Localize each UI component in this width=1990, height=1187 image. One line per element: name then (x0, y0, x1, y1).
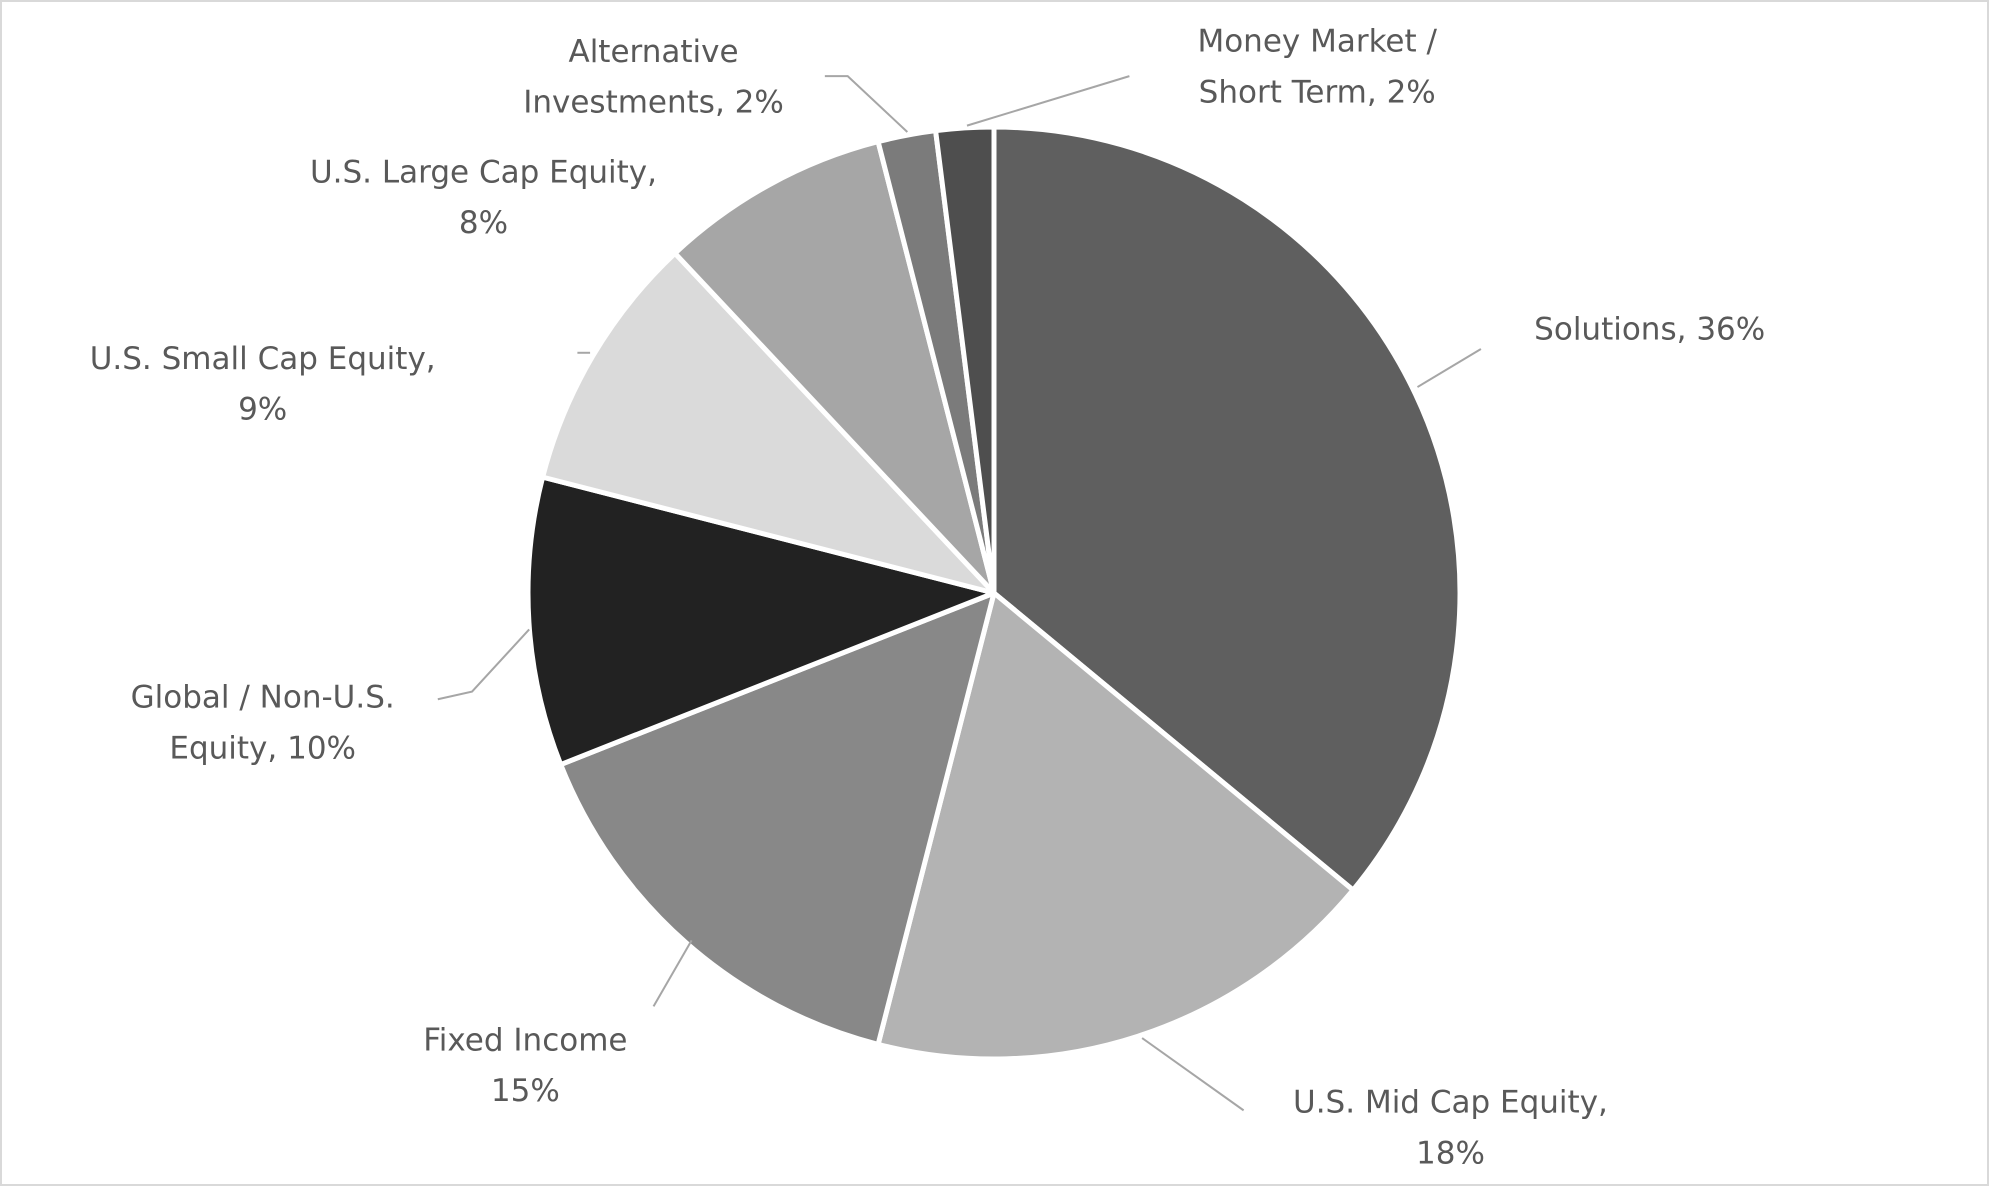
leader-line (652, 939, 693, 1007)
data-label: U.S. Mid Cap Equity, (1293, 1085, 1608, 1121)
pie-slice (558, 590, 997, 1047)
data-label: 15% (491, 1073, 560, 1109)
pie-slice (875, 590, 1356, 1062)
data-label: Short Term, 2% (1199, 74, 1436, 110)
data-label: 9% (238, 392, 287, 428)
leader-line (1416, 348, 1482, 388)
pie-slice (933, 124, 997, 596)
data-label: Solutions, 36% (1534, 312, 1765, 348)
data-label: Alternative (568, 34, 738, 70)
leader-line (966, 75, 1130, 127)
data-label: 8% (459, 205, 508, 241)
data-label: Global / Non-U.S. (131, 680, 395, 716)
data-label: 18% (1416, 1135, 1485, 1171)
data-label: Investments, 2% (523, 85, 784, 121)
leader-line (1141, 1037, 1245, 1112)
pie-slice (525, 474, 997, 768)
data-label: Fixed Income (423, 1022, 627, 1058)
data-label: Money Market / (1197, 24, 1437, 60)
leader-line (824, 75, 909, 133)
data-label: U.S. Small Cap Equity, (90, 341, 436, 377)
leader-line (437, 628, 530, 701)
pie-slice (672, 139, 997, 596)
data-label: Equity, 10% (169, 730, 356, 766)
pie-slice (991, 124, 1463, 893)
data-label: U.S. Large Cap Equity, (310, 154, 657, 190)
pie-slice (540, 250, 997, 596)
